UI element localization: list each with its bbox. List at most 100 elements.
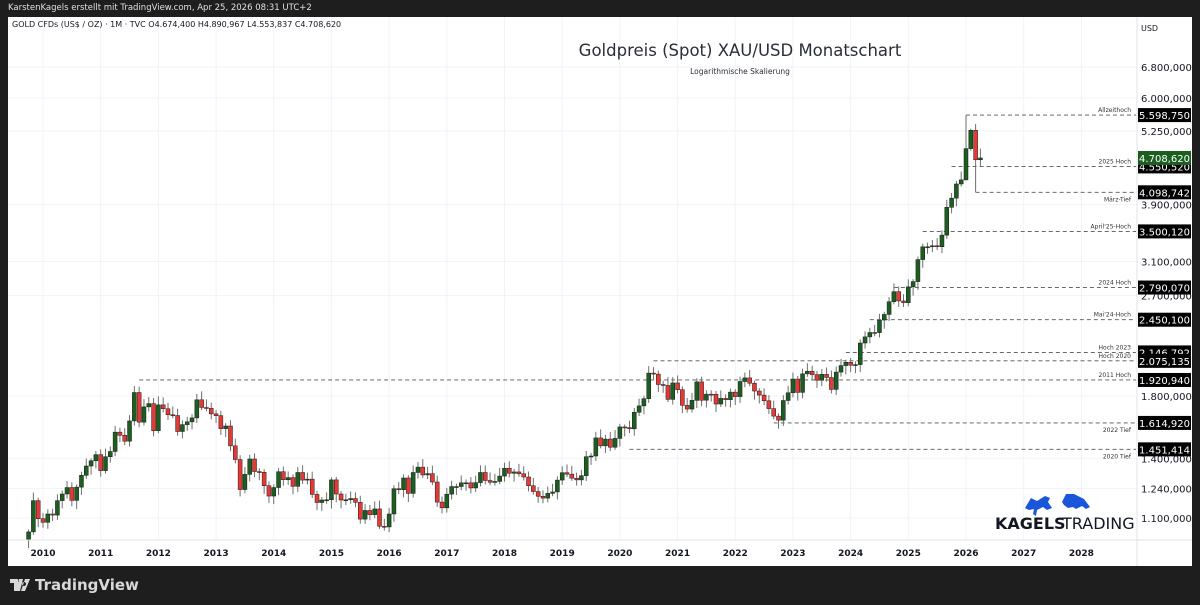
level-label: Hoch 2023 <box>1099 344 1132 351</box>
candle-up <box>728 391 733 400</box>
chart-panel[interactable] <box>8 17 1192 566</box>
x-tick-label: 2026 <box>953 549 978 559</box>
y-tick-label: 3.100,000 <box>1141 257 1192 268</box>
level-price-badge <box>1138 372 1191 387</box>
candle-up <box>944 207 950 236</box>
candle-down <box>420 466 426 476</box>
candle-up <box>843 362 849 366</box>
candle-down <box>934 245 940 248</box>
x-tick-label: 2013 <box>204 549 229 559</box>
currency-label: USD <box>1141 24 1159 33</box>
y-tick-label: 5.250,000 <box>1141 127 1192 138</box>
y-tick-label: 1.100,000 <box>1141 514 1192 525</box>
candle-down <box>507 467 512 474</box>
candle-down <box>314 494 320 503</box>
level-label: Allzeithoch <box>1098 107 1131 114</box>
x-tick-label: 2016 <box>377 549 402 559</box>
candle-up <box>127 420 132 442</box>
candle-up <box>180 424 185 432</box>
level-price-value: 2.450,100 <box>1139 316 1190 327</box>
candle-up <box>103 456 108 471</box>
candle-down <box>680 389 685 406</box>
last-price-badge <box>1138 150 1191 165</box>
candle-up <box>79 475 84 488</box>
candle-up <box>473 482 478 489</box>
candle-down <box>257 471 262 473</box>
candle-down <box>40 518 46 523</box>
candle-up <box>737 381 743 397</box>
candle-down <box>487 480 493 483</box>
candle-down <box>338 493 344 501</box>
level-label: 2024 Hoch <box>1099 280 1132 287</box>
candle-up <box>247 458 252 475</box>
level-price-value: 4.098,742 <box>1139 188 1190 199</box>
candle-down <box>665 385 671 400</box>
candle-down <box>228 425 233 447</box>
candle-up <box>55 500 60 516</box>
candle-up <box>194 399 200 419</box>
candles <box>26 115 983 549</box>
candle-up <box>324 499 329 502</box>
candle-up <box>963 148 969 181</box>
candle-up <box>891 291 897 302</box>
candle-up <box>853 364 858 366</box>
candle-down <box>531 485 536 492</box>
candle-up <box>242 474 248 490</box>
level-label: April'25-Hoch <box>1091 223 1132 230</box>
candle-up <box>386 513 392 528</box>
candle-down <box>300 472 305 481</box>
candle-up <box>444 493 450 509</box>
candle-up <box>805 370 810 375</box>
candle-down <box>675 382 680 390</box>
candle-up <box>458 482 464 487</box>
candle-down <box>516 471 522 475</box>
level-price-value: 3.500,120 <box>1139 227 1190 238</box>
candle-up <box>415 466 421 473</box>
candle-down <box>439 501 445 509</box>
candle-down <box>160 404 166 410</box>
candle-up <box>910 281 916 288</box>
attribution: KarstenKagels erstellt mit TradingView.c… <box>8 3 312 13</box>
candle-up <box>670 382 676 400</box>
candle-up <box>583 456 589 476</box>
level-price-value: 2.075,135 <box>1139 357 1190 368</box>
candle-up <box>636 405 642 413</box>
candle-up <box>862 336 868 344</box>
candle-down <box>266 485 272 497</box>
level-label: 2025 Hoch <box>1099 158 1132 165</box>
candle-up <box>978 157 983 161</box>
candle-down <box>204 407 209 409</box>
candle-down <box>795 378 800 393</box>
tradingview-brand: TradingView <box>35 576 139 594</box>
candle-down <box>771 408 776 417</box>
candle-down <box>608 438 613 448</box>
candle-up <box>492 481 498 483</box>
candle-up <box>184 421 190 425</box>
level-price-value: 1.920,940 <box>1139 376 1190 387</box>
level-price-value: 5.598,750 <box>1139 111 1190 122</box>
x-tick-label: 2014 <box>261 549 286 559</box>
candle-down <box>175 415 180 432</box>
candle-up <box>31 500 36 533</box>
x-tick-label: 2017 <box>434 549 459 559</box>
level-price-badge <box>1138 312 1191 327</box>
kagels-trading-logo: KAGELS TRADING <box>995 494 1135 533</box>
candle-up <box>930 245 935 248</box>
candle-up <box>305 478 310 481</box>
candle-up <box>410 472 416 494</box>
candle-up <box>64 487 70 495</box>
candle-down <box>896 291 901 302</box>
candle-up <box>632 412 637 430</box>
candle-down <box>333 479 339 495</box>
candle-up <box>925 246 930 249</box>
candle-up <box>348 498 353 501</box>
candle-up <box>612 438 618 448</box>
candle-up <box>555 479 560 493</box>
candle-down <box>540 495 546 499</box>
candle-up <box>108 451 113 457</box>
symbol-info: GOLD CFDs (US$ / OZ) · 1M · TVC O4.674,4… <box>12 20 342 29</box>
x-tick-label: 2015 <box>319 549 344 559</box>
candle-down <box>353 498 358 503</box>
candle-down <box>761 394 767 402</box>
